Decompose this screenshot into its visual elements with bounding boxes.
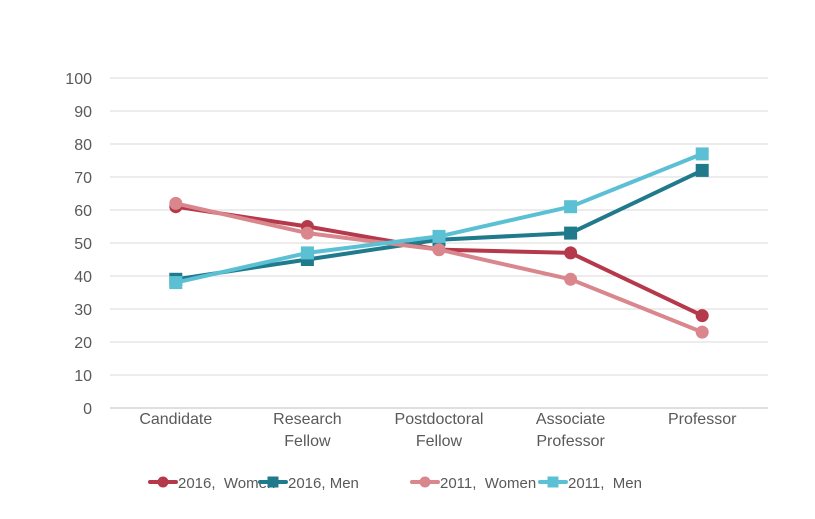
legend-label: 2011, Men <box>568 475 642 492</box>
x-category-label-line: Candidate <box>139 411 212 428</box>
data-point <box>564 200 578 214</box>
data-point <box>695 147 709 161</box>
y-tick-label: 60 <box>74 203 92 220</box>
x-category-label-line: Postdoctoral <box>395 411 484 428</box>
legend-label: 2016, Women <box>178 475 275 492</box>
legend-label: 2011, Women <box>440 475 536 492</box>
x-category-label-line: Professor <box>536 433 605 450</box>
y-tick-label: 90 <box>74 104 92 121</box>
y-axis-tick-labels: 0 10 20 30 40 50 60 70 80 90 100 <box>65 71 92 418</box>
y-tick-label: 100 <box>65 71 92 88</box>
x-category-label-line: Fellow <box>416 433 463 450</box>
x-category-label: Professor <box>668 411 737 428</box>
y-tick-label: 10 <box>74 368 92 385</box>
data-point <box>695 163 709 177</box>
x-category-label: Postdoctoral Fellow <box>395 411 484 450</box>
data-point <box>564 272 578 286</box>
data-point <box>169 196 183 210</box>
data-point <box>432 229 446 243</box>
data-point <box>300 246 314 260</box>
x-category-label: Candidate <box>139 411 212 428</box>
data-point <box>169 276 183 290</box>
legend: 2016, Women 2016, Men 2011, Women 2011, Men <box>148 475 642 492</box>
legend-label: 2016, Men <box>288 475 359 492</box>
legend-marker <box>547 476 559 488</box>
x-category-label: Research Fellow <box>273 411 341 450</box>
y-tick-label: 20 <box>74 335 92 352</box>
legend-item: 2011, Women <box>410 475 536 492</box>
y-tick-label: 80 <box>74 137 92 154</box>
legend-marker <box>267 476 279 488</box>
legend-marker <box>157 476 169 488</box>
y-tick-label: 70 <box>74 170 92 187</box>
y-tick-label: 0 <box>83 401 92 418</box>
legend-marker <box>419 476 431 488</box>
y-tick-label: 30 <box>74 302 92 319</box>
data-point <box>695 309 709 323</box>
series-lines <box>169 147 709 339</box>
x-category-label-line: Fellow <box>284 433 331 450</box>
y-tick-label: 40 <box>74 269 92 286</box>
x-category-label-line: Professor <box>668 411 737 428</box>
x-category-label-line: Research <box>273 411 341 428</box>
x-category-label-line: Associate <box>536 411 605 428</box>
series-3 <box>169 147 709 290</box>
y-tick-label: 50 <box>74 236 92 253</box>
legend-item: 2011, Men <box>538 475 642 492</box>
data-point <box>695 325 709 339</box>
data-point <box>300 226 314 240</box>
legend-item: 2016, Women <box>148 475 275 492</box>
series-2 <box>169 196 709 339</box>
x-axis-category-labels: Candidate Research Fellow Postdoctoral Fello… <box>139 411 737 450</box>
data-point <box>564 226 578 240</box>
data-point <box>564 246 578 260</box>
legend-item: 2016, Men <box>258 475 359 492</box>
x-category-label: Associate Professor <box>536 411 606 450</box>
data-point <box>432 243 446 257</box>
